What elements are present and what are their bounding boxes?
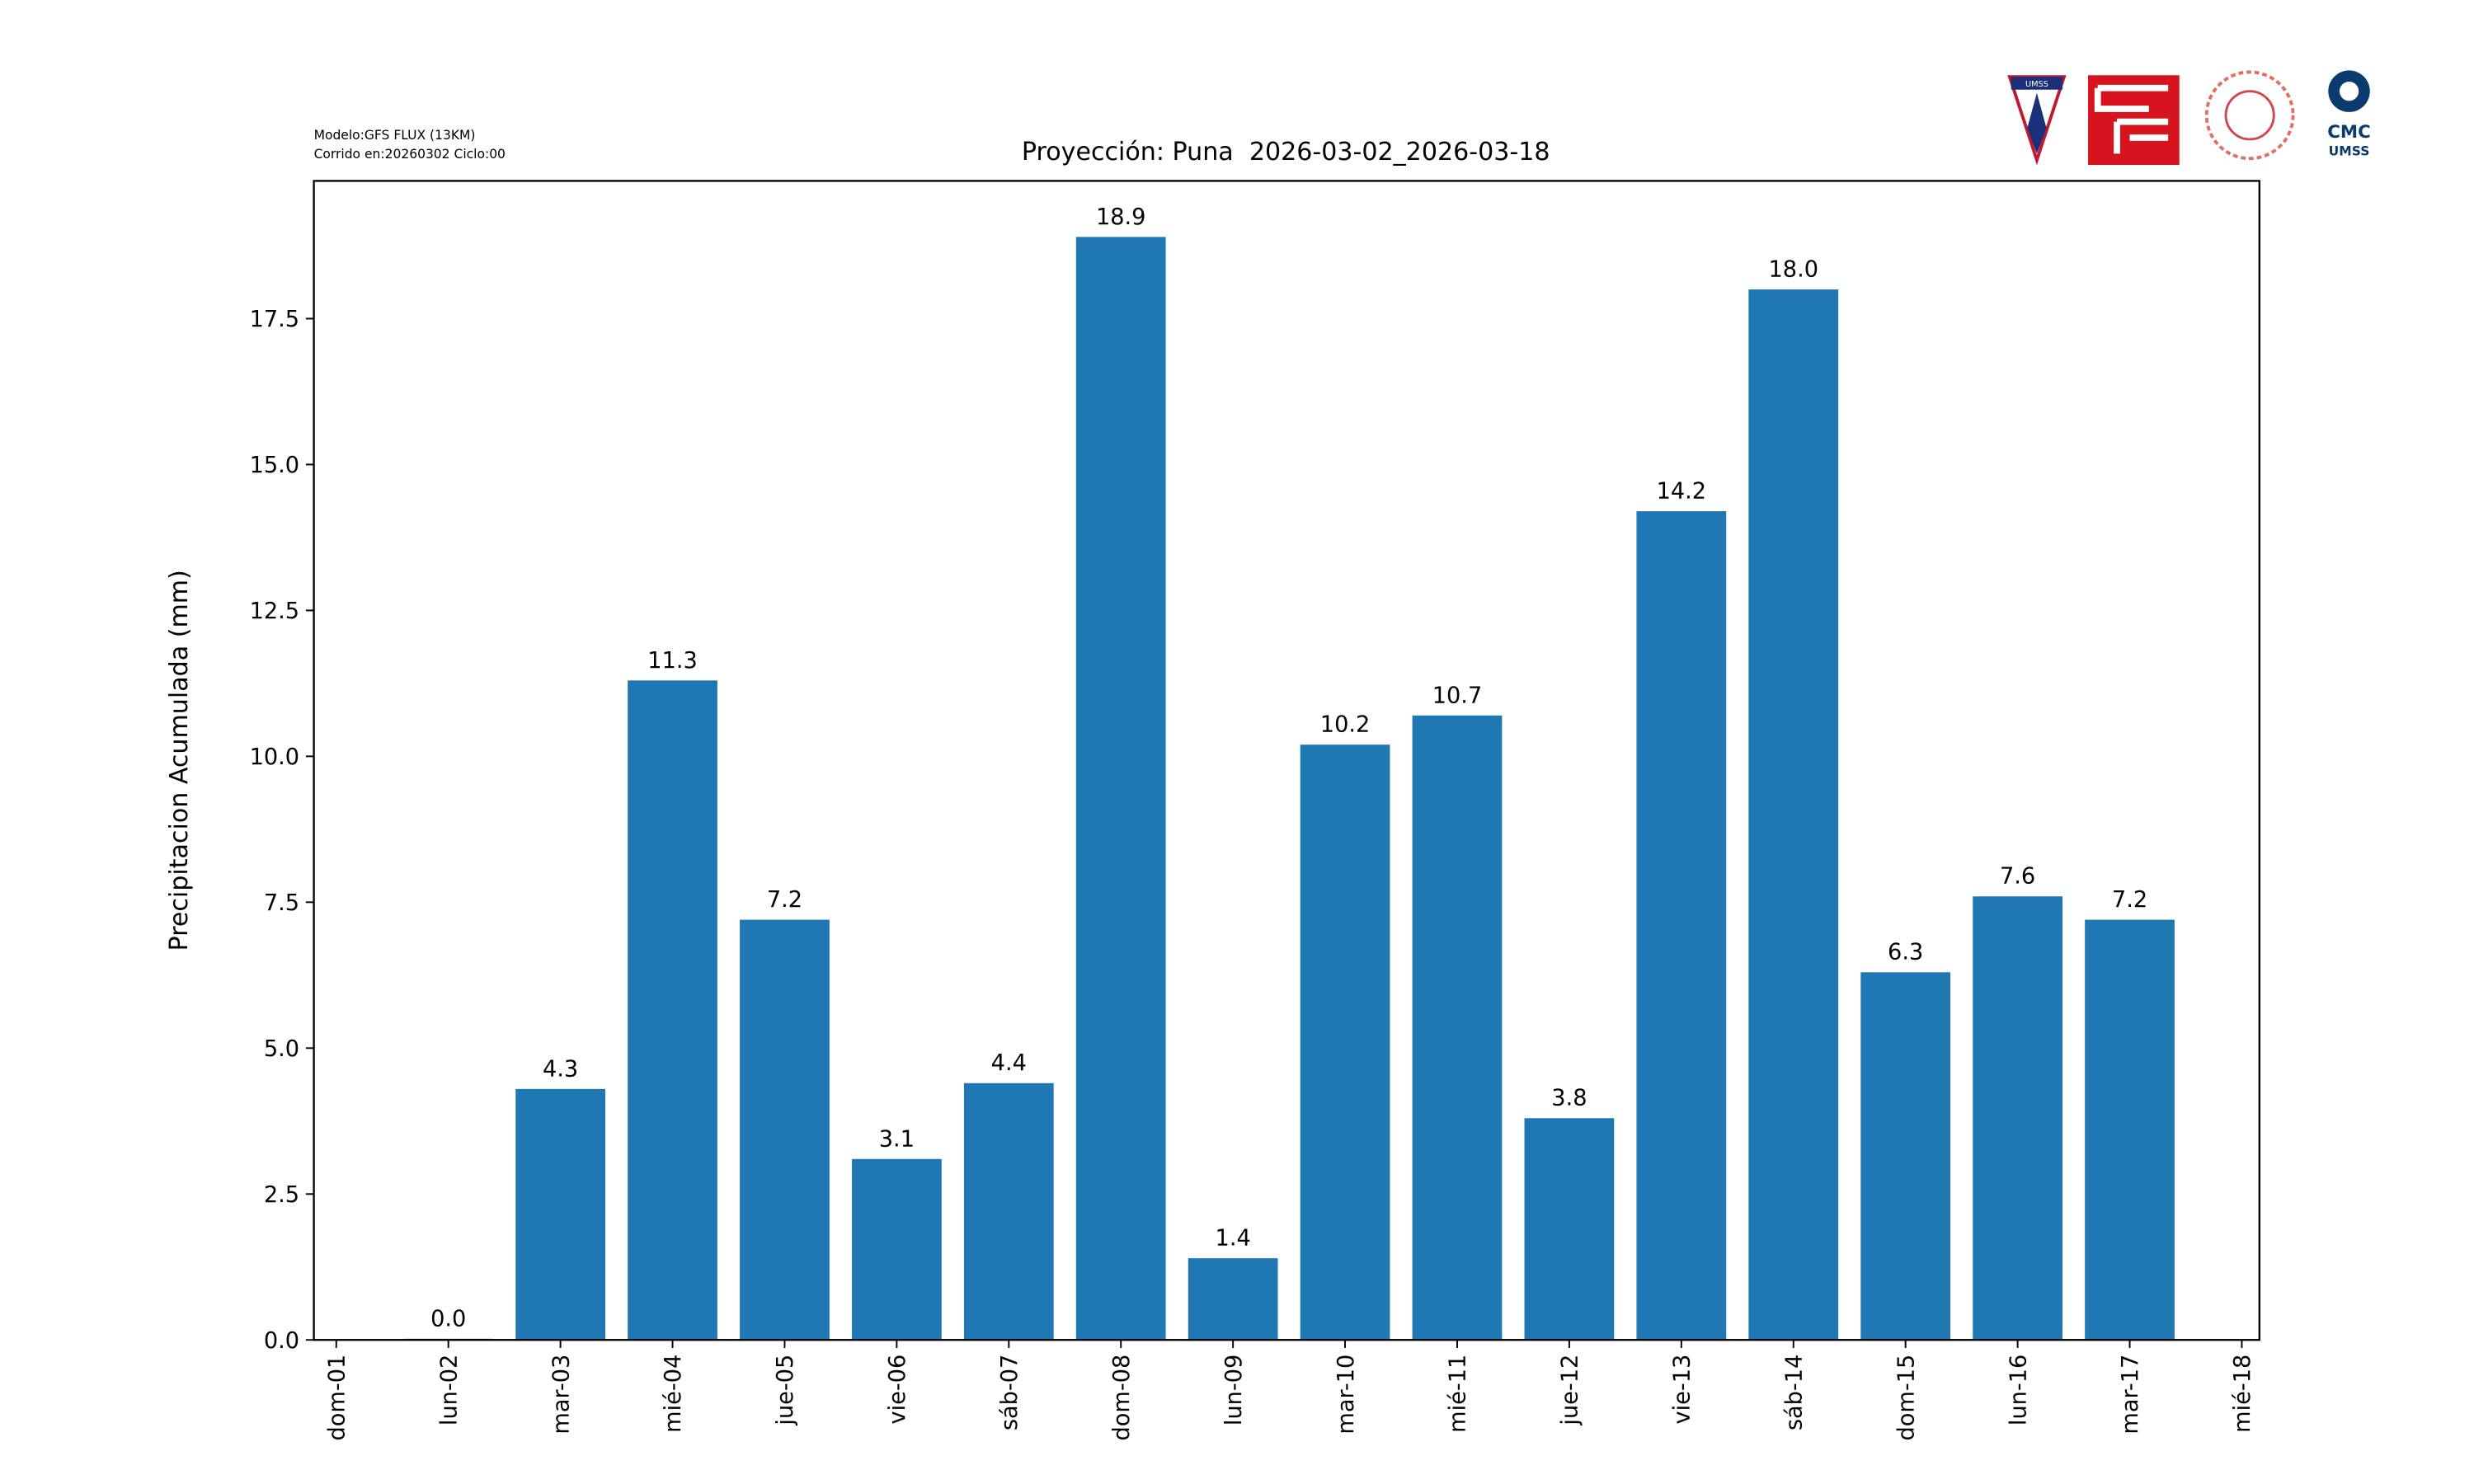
value-label: 10.2 bbox=[1320, 712, 1371, 738]
physics-globe bbox=[2224, 90, 2275, 141]
y-axis-label: Precipitacion Acumulada (mm) bbox=[165, 570, 194, 951]
bar bbox=[852, 1158, 942, 1341]
x-tick-label: vie-06 bbox=[885, 1355, 910, 1425]
umss-emblem bbox=[2027, 92, 2047, 154]
bar bbox=[1412, 715, 1503, 1341]
bar bbox=[963, 1082, 1054, 1341]
value-label: 18.0 bbox=[1769, 257, 1819, 283]
x-tick-label: jue-05 bbox=[773, 1355, 798, 1426]
y-tick-label: 15.0 bbox=[250, 453, 300, 478]
umss-logo-text: UMSS bbox=[2025, 80, 2048, 89]
value-label: 10.7 bbox=[1432, 683, 1482, 708]
y-tick-label: 5.0 bbox=[264, 1036, 299, 1062]
value-label: 4.4 bbox=[991, 1050, 1027, 1076]
umss-band bbox=[2011, 77, 2062, 90]
x-tick-label: dom-01 bbox=[324, 1355, 350, 1441]
bar bbox=[1524, 1118, 1615, 1341]
physics-logo bbox=[2204, 70, 2295, 161]
x-tick-label: sáb-14 bbox=[1781, 1355, 1807, 1430]
x-tick-label: mié-04 bbox=[661, 1355, 686, 1433]
x-tick-label: lun-02 bbox=[436, 1355, 462, 1425]
value-label: 4.3 bbox=[543, 1056, 578, 1082]
value-label: 6.3 bbox=[1888, 940, 1923, 965]
cmc-logo-subtext: UMSS bbox=[2329, 143, 2370, 158]
plot-frame bbox=[313, 180, 2260, 1341]
x-tick-label: mié-11 bbox=[1446, 1355, 1471, 1433]
x-tick-label: vie-13 bbox=[1670, 1355, 1696, 1425]
bar bbox=[1973, 896, 2062, 1341]
value-label: 7.2 bbox=[2112, 887, 2147, 913]
x-tick-label: lun-09 bbox=[1221, 1355, 1247, 1425]
y-tick-label: 10.0 bbox=[250, 744, 300, 770]
chart-title: Proyección: Puna 2026-03-02_2026-03-18 bbox=[1022, 138, 1550, 167]
bar bbox=[628, 680, 717, 1341]
value-label: 0.0 bbox=[430, 1306, 466, 1331]
bar bbox=[1636, 511, 1727, 1341]
model-note: Modelo:GFS FLUX (13KM) bbox=[314, 128, 476, 143]
value-label: 11.3 bbox=[647, 648, 698, 674]
x-tick-label: dom-15 bbox=[1893, 1355, 1919, 1441]
value-label: 14.2 bbox=[1657, 479, 1707, 505]
bar bbox=[1860, 972, 1951, 1341]
x-tick-label: mar-17 bbox=[2118, 1355, 2143, 1435]
x-tick-label: mié-18 bbox=[2230, 1355, 2255, 1433]
value-label: 7.2 bbox=[767, 887, 802, 913]
y-tick-label: 7.5 bbox=[264, 890, 299, 916]
run-note: Corrido en:20260302 Ciclo:00 bbox=[314, 147, 506, 162]
bar bbox=[1300, 744, 1390, 1341]
bar bbox=[1188, 1258, 1278, 1341]
cmc-logo-center bbox=[2339, 82, 2359, 101]
value-label: 3.8 bbox=[1551, 1086, 1587, 1111]
cmc-logo-text: CMC bbox=[2327, 122, 2371, 143]
value-label: 1.4 bbox=[1216, 1226, 1251, 1252]
logos: UMSS CMC UMSS bbox=[2007, 70, 2371, 166]
value-label: 18.9 bbox=[1096, 204, 1145, 230]
bar bbox=[515, 1088, 605, 1341]
fcyt-mark bbox=[2094, 84, 2169, 154]
bar bbox=[2085, 919, 2175, 1341]
value-label: 3.1 bbox=[879, 1126, 915, 1152]
bar bbox=[740, 919, 830, 1341]
bar bbox=[1748, 289, 1839, 1341]
x-tick-label: lun-16 bbox=[2006, 1355, 2031, 1425]
y-tick-label: 17.5 bbox=[250, 307, 300, 332]
x-tick-label: jue-12 bbox=[1558, 1355, 1583, 1426]
y-tick-label: 0.0 bbox=[264, 1328, 299, 1354]
x-tick-label: sáb-07 bbox=[997, 1355, 1023, 1430]
y-tick-label: 12.5 bbox=[250, 599, 300, 624]
x-tick-label: mar-03 bbox=[548, 1355, 574, 1435]
x-tick-label: dom-08 bbox=[1109, 1355, 1135, 1441]
y-tick-label: 2.5 bbox=[264, 1182, 299, 1208]
value-label: 7.6 bbox=[2000, 864, 2035, 890]
x-tick-label: mar-10 bbox=[1333, 1355, 1359, 1435]
bar bbox=[1075, 237, 1166, 1341]
